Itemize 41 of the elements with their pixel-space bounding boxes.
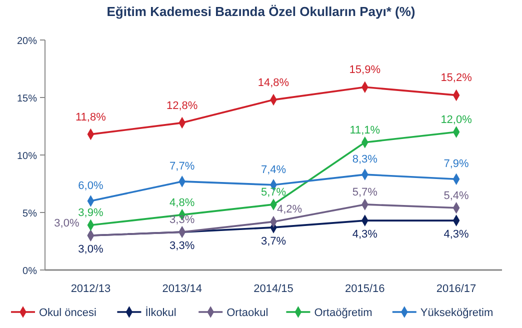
legend-label: Okul öncesi [39, 307, 96, 319]
data-label: 3,9% [78, 207, 104, 220]
data-label: 5,7% [352, 186, 378, 198]
data-label: 4,2% [276, 204, 302, 216]
data-label: 12,0% [440, 114, 472, 126]
chart-title: Eğitim Kademesi Bazında Özel Okulların Payı* (%) [106, 4, 416, 19]
y-tick-label: 0% [22, 266, 38, 277]
data-label: 3,3% [170, 214, 195, 226]
x-tick-label: 2016/17 [436, 283, 476, 295]
data-label: 14,8% [258, 76, 290, 89]
data-label: 3,0% [54, 218, 80, 230]
data-label: 15,9% [349, 64, 381, 76]
x-tick-label: 2012/13 [70, 283, 111, 295]
data-label: 7,7% [170, 160, 195, 172]
legend-label: Ortaöğretim [314, 307, 372, 319]
y-tick-label: 5% [22, 208, 38, 220]
data-label: 4,3% [444, 228, 470, 241]
data-label: 6,0% [78, 180, 104, 192]
data-label: 4,8% [170, 196, 195, 209]
data-label: 4,3% [352, 228, 378, 241]
data-label: 7,4% [260, 164, 286, 176]
y-tick-label: 15% [16, 94, 38, 104]
legend-label: Yükseköğretim [420, 307, 494, 319]
data-label: 3,7% [260, 235, 286, 248]
data-label: 15,2% [440, 72, 472, 84]
data-label: 12,8% [166, 100, 198, 112]
data-label: 3,3% [170, 240, 195, 252]
data-label: 5,7% [260, 186, 286, 198]
data-label: 11,8% [76, 111, 106, 124]
data-label: 8,3% [352, 154, 378, 166]
y-tick-label: 20% [16, 36, 38, 47]
y-tick-label: 10% [16, 151, 38, 162]
x-tick-label: 2013/14 [162, 283, 202, 295]
legend-label: Ortaokul [226, 307, 268, 319]
legend-label: İlkokul [145, 306, 176, 319]
x-tick-label: 2015/16 [345, 283, 385, 295]
data-label: 3,0% [78, 244, 104, 256]
data-label: 11,1% [350, 124, 380, 136]
x-tick-label: 2014/15 [254, 283, 294, 295]
data-label: 5,4% [444, 190, 470, 202]
data-label: 7,9% [444, 158, 470, 170]
